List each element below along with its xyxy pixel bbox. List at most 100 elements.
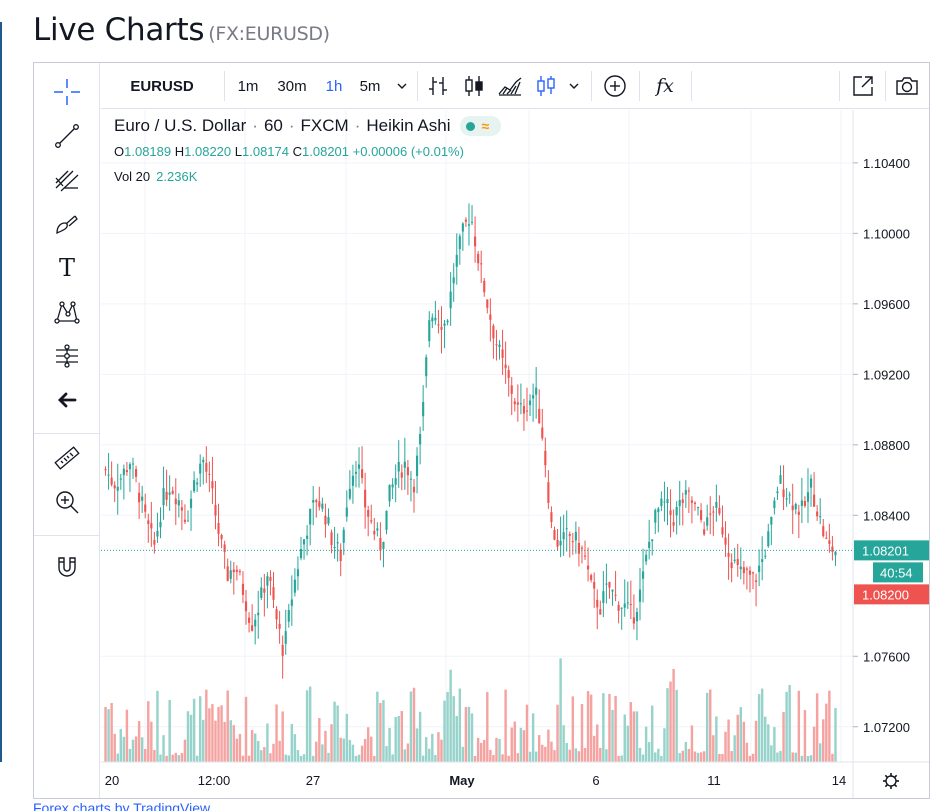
candle-body xyxy=(587,565,590,570)
volume-bar xyxy=(574,748,578,762)
market-status-pill[interactable]: ≈ xyxy=(460,116,502,136)
brush-tool[interactable] xyxy=(34,205,100,243)
symbol-search-button[interactable]: EURUSD xyxy=(130,77,194,95)
candle-body xyxy=(645,554,648,562)
candle-body xyxy=(739,566,742,570)
candle-body xyxy=(357,464,361,469)
candle-body xyxy=(675,506,678,516)
text-tool[interactable]: T xyxy=(34,249,100,287)
volume-bar xyxy=(764,716,767,762)
volume-bar xyxy=(287,755,290,762)
trendline-tool[interactable] xyxy=(34,117,100,155)
candle-body xyxy=(516,402,519,405)
interval-5m-button[interactable]: 5m xyxy=(359,77,381,95)
interval-1m-button[interactable]: 1m xyxy=(237,77,259,95)
tradingview-credit-link[interactable]: Forex charts by TradingView xyxy=(33,800,211,811)
candle-body xyxy=(648,541,651,548)
crosshair-tool[interactable] xyxy=(34,73,100,111)
candle-body xyxy=(306,535,309,539)
candle-body xyxy=(568,534,571,536)
snapshot-button[interactable] xyxy=(887,63,927,109)
volume-bar xyxy=(299,755,303,762)
candle-body xyxy=(791,505,794,511)
chart-style-dropdown-button[interactable] xyxy=(563,63,585,109)
volume-bar xyxy=(687,748,691,762)
candle-body xyxy=(599,609,602,615)
fib-icon xyxy=(55,170,79,192)
candle-body xyxy=(669,510,672,515)
volume-bar xyxy=(452,696,455,762)
candle-body xyxy=(730,562,733,569)
interval-1h-button[interactable]: 1h xyxy=(325,77,343,95)
volume-bar xyxy=(431,733,434,762)
candle-body xyxy=(199,463,202,474)
volume-bar xyxy=(519,727,523,762)
compare-button[interactable] xyxy=(595,63,635,109)
volume-bar xyxy=(195,755,199,762)
volume-bar xyxy=(177,755,181,762)
ruler-tool[interactable] xyxy=(34,439,100,477)
legend-volume: Vol 20 2.236K xyxy=(114,169,507,184)
candle-body xyxy=(254,619,257,627)
candle-body xyxy=(483,280,486,293)
interval-30m-button[interactable]: 30m xyxy=(277,77,307,95)
candle-body xyxy=(351,475,354,486)
candle-body xyxy=(119,478,122,480)
pattern-tool[interactable] xyxy=(34,293,100,331)
candle-body xyxy=(571,541,574,543)
candle-body xyxy=(562,532,565,540)
volume-bar xyxy=(782,711,785,762)
candle-body xyxy=(379,537,382,551)
area-style-button[interactable] xyxy=(493,63,527,109)
volume-bar xyxy=(238,734,242,762)
volume-bar xyxy=(669,681,672,762)
chart-pane[interactable]: 1.10400 1.10000 1.09600 1.09200 1.08800 1.084… xyxy=(101,110,929,798)
time-tick-label: 6 xyxy=(592,773,599,788)
indicators-fx-icon: fx xyxy=(656,75,674,97)
interval-dropdown-button[interactable] xyxy=(391,63,413,109)
volume-label: Vol 20 xyxy=(114,169,151,184)
volume-bar xyxy=(464,707,468,762)
candle-body xyxy=(278,623,281,629)
candle-body xyxy=(620,607,623,609)
indicators-button[interactable]: fx xyxy=(643,63,687,109)
candles-style-button[interactable] xyxy=(457,63,491,109)
volume-bar xyxy=(376,691,379,762)
back-tool[interactable] xyxy=(34,381,100,419)
candle-body xyxy=(806,492,810,502)
page-title-text: Live Charts xyxy=(33,12,205,48)
candle-body xyxy=(553,530,556,540)
volume-bar xyxy=(397,716,400,762)
price-chart[interactable]: 1.10400 1.10000 1.09600 1.09200 1.08800 1.084… xyxy=(101,110,929,798)
candle-body xyxy=(257,612,260,616)
volume-bar xyxy=(147,701,150,762)
chart-settings-gear-icon[interactable] xyxy=(883,773,899,789)
fullscreen-icon xyxy=(853,76,873,96)
candle-body xyxy=(608,582,611,588)
fullscreen-button[interactable] xyxy=(843,63,883,109)
candle-body xyxy=(238,571,241,573)
volume-bar xyxy=(678,753,681,762)
volume-bar xyxy=(318,718,321,762)
candle-body xyxy=(302,539,306,545)
volume-bar xyxy=(327,752,330,762)
forecast-icon xyxy=(56,344,78,368)
zoom-in-icon xyxy=(56,491,79,514)
volume-bar xyxy=(122,736,126,762)
bars-style-button[interactable] xyxy=(421,63,455,109)
heikin-ashi-style-button[interactable] xyxy=(529,63,563,109)
magnet-tool[interactable] xyxy=(34,547,100,585)
candle-body xyxy=(269,577,272,581)
volume-bar xyxy=(623,714,626,762)
ohlc-low: 1.08174 xyxy=(242,144,289,159)
candle-body xyxy=(635,612,639,622)
legend-ohlc: O1.08189 H1.08220 L1.08174 C1.08201 +0.0… xyxy=(114,144,464,159)
candle-body xyxy=(565,528,568,530)
fib-tool[interactable] xyxy=(34,161,100,199)
candle-body xyxy=(226,566,229,581)
candle-body xyxy=(480,263,483,265)
zoom-tool[interactable] xyxy=(34,483,100,521)
candle-body xyxy=(327,517,330,524)
candle-body xyxy=(742,567,745,574)
forecast-tool[interactable] xyxy=(34,337,100,375)
